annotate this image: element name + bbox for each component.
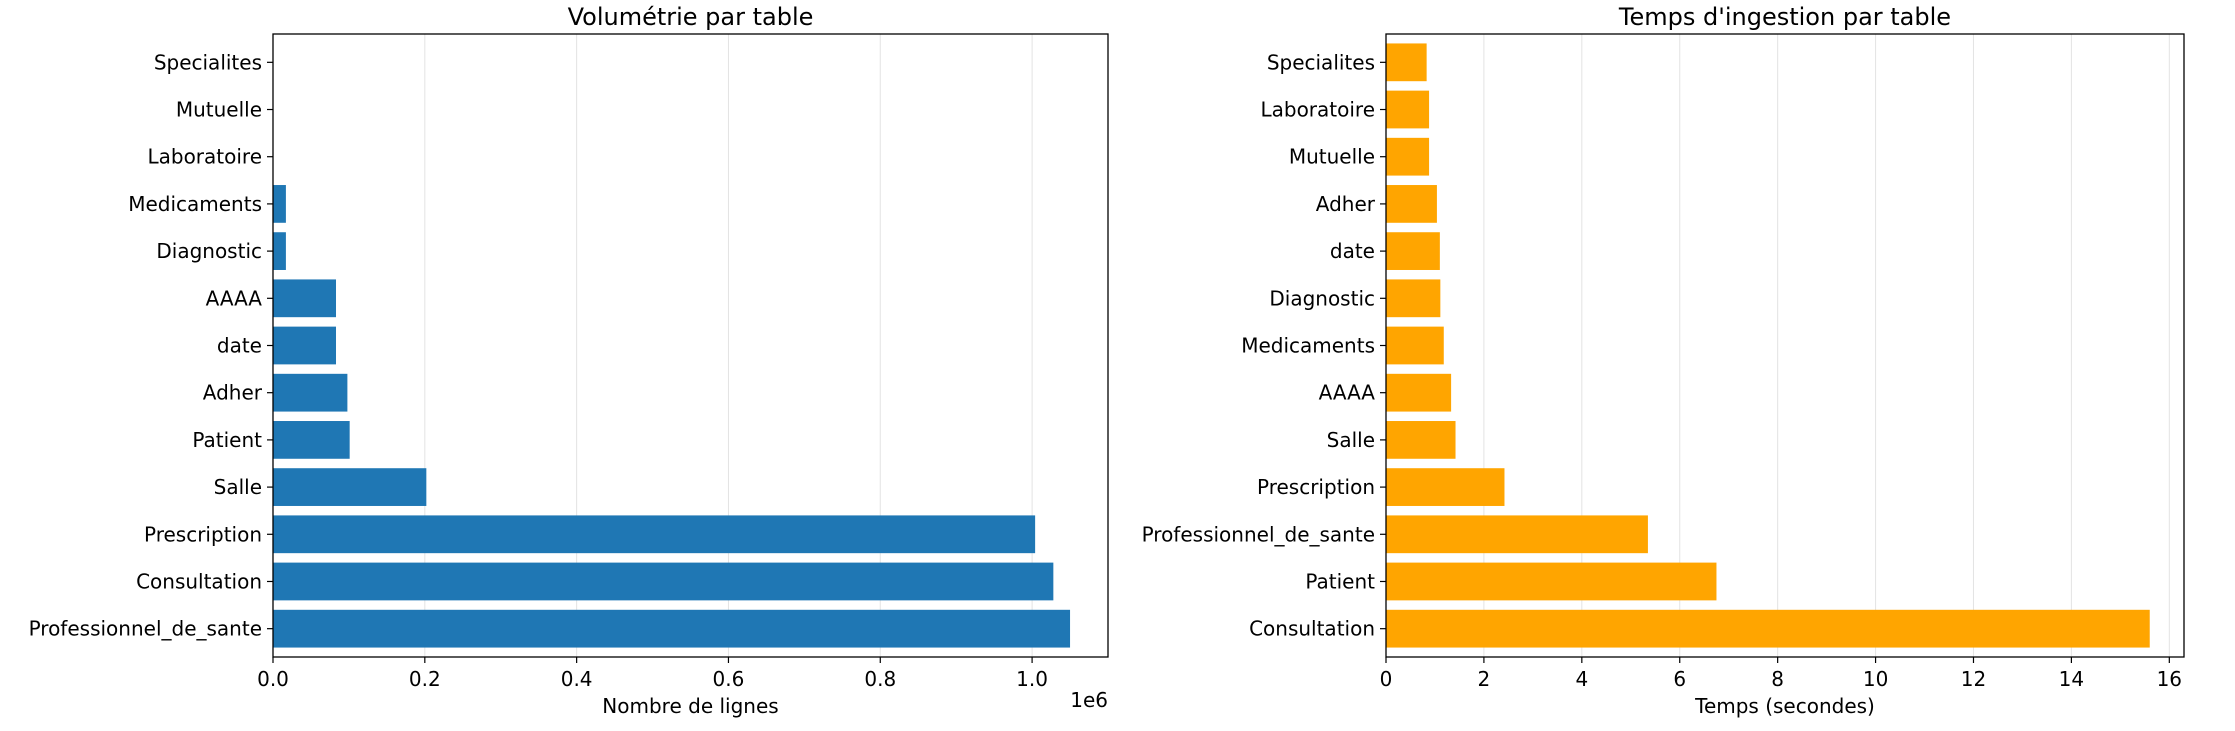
right-chart-bar-laboratoire <box>1386 90 1430 129</box>
right-chart-xtick-label: 6 <box>1673 667 1686 691</box>
left-chart-ytick-label: Salle <box>214 475 262 499</box>
right-chart-xtick-label: 0 <box>1380 667 1393 691</box>
right-chart-bar-salle <box>1386 421 1456 459</box>
left-chart-ytick-label: Consultation <box>136 569 262 593</box>
left-chart-xtick-label: 0.8 <box>864 667 896 691</box>
left-chart-bar-patient <box>273 421 350 459</box>
right-chart-ytick-label: Prescription <box>1257 475 1375 499</box>
right-chart-xtick-label: 8 <box>1771 667 1784 691</box>
left-chart-ytick-label: AAAA <box>206 286 263 310</box>
right-chart-bar-specialites <box>1386 43 1427 82</box>
right-chart-ytick-label: Professionnel_de_sante <box>1142 522 1375 546</box>
right-chart-ytick-label: Laboratoire <box>1260 98 1375 122</box>
right-chart-ytick-label: Adher <box>1316 192 1376 216</box>
right-chart-xtick-label: 10 <box>1863 667 1888 691</box>
left-chart-ytick-label: Mutuelle <box>176 98 262 122</box>
right-chart-ytick-label: AAAA <box>1319 381 1376 405</box>
left-chart: Professionnel_de_sante Consultation Prescr… <box>29 3 1109 718</box>
right-chart-xtick-label: 2 <box>1478 667 1491 691</box>
left-chart-bar-prescription <box>273 515 1036 554</box>
right-chart-ytick-label: date <box>1330 239 1375 263</box>
right-chart-bar-mutuelle <box>1386 137 1430 176</box>
left-chart-ytick-label: date <box>217 334 262 358</box>
right-chart-ytick-label: Patient <box>1305 569 1375 593</box>
right-chart-bar-prescription <box>1386 468 1505 506</box>
left-chart-bar-salle <box>273 468 427 506</box>
left-chart-ytick-label: Laboratoire <box>147 145 262 169</box>
left-chart-ytick-label: Medicaments <box>128 192 262 216</box>
left-chart-xtick-label: 1.0 <box>1016 667 1048 691</box>
left-chart-bar-aaaa <box>273 279 337 318</box>
left-chart-bar-adher <box>273 373 348 412</box>
left-chart-bar-consultation <box>273 562 1054 601</box>
right-chart-ytick-label: Mutuelle <box>1289 145 1375 169</box>
right-chart-ytick-label: Diagnostic <box>1269 286 1375 310</box>
left-chart-ytick-label: Professionnel_de_sante <box>29 617 262 641</box>
left-chart-bar-professionnel_de_sante <box>273 609 1071 648</box>
right-chart-bar-patient <box>1386 562 1717 601</box>
left-chart-scale-label: 1e6 <box>1070 688 1108 712</box>
left-chart-xlabel: Nombre de lignes <box>602 694 778 718</box>
right-chart-xtick-label: 14 <box>2059 667 2084 691</box>
right-chart-bar-date <box>1386 232 1440 270</box>
right-chart-xtick-label: 12 <box>1961 667 1986 691</box>
right-chart-bar-aaaa <box>1386 373 1452 412</box>
left-chart-title: Volumétrie par table <box>568 3 814 31</box>
left-chart-ytick-label: Patient <box>192 428 262 452</box>
left-chart-bar-date <box>273 326 337 365</box>
left-chart-xtick-label: 0.0 <box>257 667 289 691</box>
right-chart-bar-medicaments <box>1386 326 1444 365</box>
left-chart-ytick-label: Prescription <box>144 522 262 546</box>
right-chart-title: Temps d'ingestion par table <box>1618 3 1951 31</box>
right-chart-bar-diagnostic <box>1386 279 1441 318</box>
left-chart-bar-diagnostic <box>273 232 286 270</box>
left-chart-bar-medicaments <box>273 185 286 223</box>
right-chart-bar-adher <box>1386 185 1437 223</box>
right-chart-ytick-label: Salle <box>1327 428 1375 452</box>
right-chart-ytick-label: Consultation <box>1249 617 1375 641</box>
left-chart-ytick-label: Adher <box>203 381 263 405</box>
left-chart-xtick-label: 0.4 <box>561 667 593 691</box>
right-chart-bar-professionnel_de_sante <box>1386 515 1648 554</box>
right-chart-ytick-label: Medicaments <box>1241 334 1375 358</box>
left-chart-ytick-label: Diagnostic <box>156 239 262 263</box>
right-chart-xlabel: Temps (secondes) <box>1694 694 1875 718</box>
right-chart-xtick-label: 16 <box>2157 667 2182 691</box>
left-chart-ytick-label: Specialites <box>154 50 262 74</box>
right-chart: Consultation Patient Professionnel_de_sant… <box>1142 3 2185 718</box>
right-chart-bar-consultation <box>1386 609 2150 648</box>
left-chart-xtick-label: 0.2 <box>409 667 441 691</box>
right-chart-xtick-label: 4 <box>1575 667 1588 691</box>
right-chart-ytick-label: Specialites <box>1267 50 1375 74</box>
left-chart-xtick-label: 0.6 <box>713 667 745 691</box>
